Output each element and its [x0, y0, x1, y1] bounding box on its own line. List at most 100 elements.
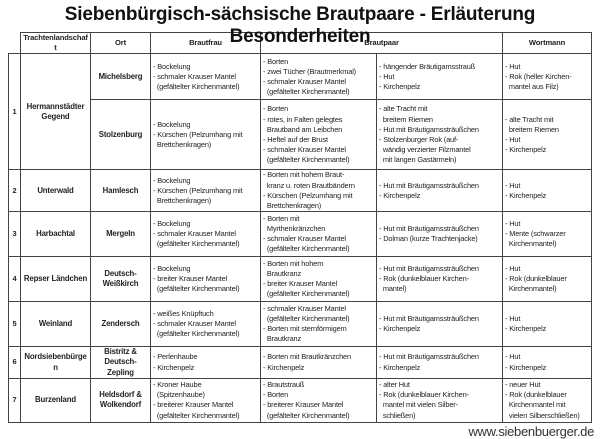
- list-item: - Hut: [505, 263, 521, 273]
- table-row: 4 Repser Ländchen Deutsch-Weißkirch - Bocke…: [8, 256, 592, 303]
- region-cell: Weinland: [20, 301, 91, 348]
- couple-cell-a: - Borten mit Myrthenkränzchen - schmaler …: [260, 211, 377, 258]
- place-cell: Hamlesch: [90, 169, 151, 213]
- list-item: breitem Riemen: [379, 114, 433, 124]
- couple-cell-a: - Borten mit Brautkränzchen - Kirchenpelz: [260, 346, 377, 379]
- list-item: - Kirchenpelz: [379, 324, 421, 334]
- list-item: - Borten mit sternförmigem: [263, 324, 347, 334]
- list-item: - Rok (dunkelblauer Kirchen-: [379, 390, 469, 400]
- list-item: - Perlenhaube: [153, 352, 198, 362]
- row-number: 3: [8, 211, 21, 258]
- table-row: 6 Nordsiebenbürgen Bistritz & Deutsch-Zepl…: [8, 346, 592, 379]
- table-row: 7 Burzenland Heldsdorf & Wolkendorf - Krone…: [8, 377, 592, 423]
- list-item: - Kirchenpelz: [153, 362, 195, 372]
- list-item: - Hut mit Bräutigamssträußchen: [379, 314, 479, 324]
- list-item: - Stolzenburger Rok (auf-: [379, 134, 459, 144]
- list-item: - schmaler Krauser Mantel: [153, 229, 236, 239]
- place-cell: Deutsch-Weißkirch: [90, 256, 151, 303]
- place-cell: Zendersch: [90, 301, 151, 348]
- list-item: kranz u. roten Brautbändern: [263, 180, 355, 190]
- row-number: 6: [8, 346, 21, 379]
- list-item: - schmaler Krauser Mantel: [153, 319, 236, 329]
- couple-cell-b: - hängender Bräutigamsstrauß - Hut - Kirch…: [376, 53, 503, 101]
- place-cell: Michelsberg: [90, 53, 151, 101]
- list-item: - Hut mit Bräutigamssträußchen: [379, 352, 479, 362]
- list-item: (gefältelter Kirchenmantel): [263, 244, 350, 254]
- list-item: - Rok (dunkelblauer: [505, 274, 567, 284]
- list-item: - Borten: [263, 104, 289, 114]
- list-item: (Spitzenhaube): [153, 390, 205, 400]
- couple-cell-b: - alte Tracht mit breitem Riemen - Hut mi…: [376, 99, 503, 171]
- row-number: 5: [8, 301, 21, 348]
- list-item: - Kirchenpelz: [505, 190, 547, 200]
- list-item: Brautband am Leibchen: [263, 124, 343, 134]
- list-item: - Dolman (kurze Trachtenjacke): [379, 234, 478, 244]
- list-item: - breiter Krauser Mantel: [153, 274, 228, 284]
- list-item: - alte Tracht mit: [379, 104, 428, 114]
- list-item: - Kirchenpelz: [505, 145, 547, 155]
- bride-cell: - Bockelung - breiter Krauser Mantel (gef…: [150, 256, 261, 303]
- header-couple: Brautpaar: [260, 31, 503, 55]
- list-item: - Hut: [505, 180, 521, 190]
- list-item: - Bockelung: [153, 175, 191, 185]
- page-title: Siebenbürgisch-sächsische Brautpaare - E…: [64, 4, 536, 47]
- list-item: - Borten mit Brautkränzchen: [263, 352, 351, 362]
- list-item: - Borten: [263, 390, 289, 400]
- list-item: mantel aus Filz): [505, 82, 559, 91]
- region-cell: Burzenland: [20, 377, 91, 423]
- list-item: - Borten: [263, 56, 289, 66]
- region-cell: Hermannstädter Gegend: [20, 53, 91, 171]
- list-item: - schmaler Krauser Mantel: [263, 303, 346, 313]
- list-item: - schmaler Krauser Mantel: [263, 234, 346, 244]
- watermark: www.siebenbuerger.de: [468, 423, 594, 439]
- list-item: (gefältelter Kirchenmantel): [263, 155, 350, 165]
- list-item: - Rok (heller Kirchen-: [505, 71, 572, 81]
- row-number: 4: [8, 256, 21, 303]
- list-item: - Bockelung: [153, 218, 191, 228]
- bride-cell: - Bockelung - schmaler Krauser Mantel (ge…: [150, 211, 261, 258]
- list-item: Brettchenkragen): [153, 195, 212, 205]
- list-item: - Kirchenpelz: [379, 82, 421, 91]
- list-item: schließen): [379, 410, 416, 420]
- list-item: - Hut mit Bräutigamssträußchen: [379, 263, 479, 273]
- list-item: - Mente (schwarzer: [505, 229, 566, 239]
- couple-cell-b: - alter Hut - Rok (dunkelblauer Kirchen- …: [376, 377, 503, 423]
- list-item: - Borten mit hohem Braut-: [263, 170, 345, 180]
- place-cell: Stolzenburg: [90, 99, 151, 171]
- list-item: (gefältelter Kirchenmantel): [263, 410, 350, 420]
- couple-cell-a: - schmaler Krauser Mantel (gefältelter K…: [260, 301, 377, 348]
- list-item: Brautkranz: [263, 269, 302, 279]
- list-item: mantel mit vielen Silber-: [379, 400, 458, 410]
- bridal-couples-table: Trachtenlandschaft Ort Brautfrau Brautpa…: [8, 31, 592, 423]
- list-item: - Hut: [505, 314, 521, 324]
- speaker-cell: - Hut - Rok (heller Kirchen- mantel aus F…: [502, 53, 592, 101]
- list-item: - Hut mit Bräutigamssträußchen: [379, 180, 479, 190]
- list-item: - Bockelung: [153, 61, 191, 71]
- row-number: 1: [8, 53, 21, 171]
- list-item: - breiter Krauser Mantel: [263, 279, 338, 289]
- list-item: - Kirchenpelz: [505, 362, 547, 372]
- row-number: 7: [8, 377, 21, 423]
- header-speaker: Wortmann: [502, 31, 592, 55]
- list-item: vielen Silberschließen): [505, 410, 580, 420]
- list-item: - Bockelung: [153, 119, 191, 129]
- speaker-cell: - neuer Hut - Rok (dunkelblauer Kirchenma…: [502, 377, 592, 423]
- region-cell: Nordsiebenbürgen: [20, 346, 91, 379]
- list-item: - Hut: [505, 352, 521, 362]
- list-item: - Kroner Haube: [153, 379, 202, 389]
- list-item: - zwei Tücher (Brautmerkmal): [263, 66, 356, 76]
- list-item: Brettchenkragen): [263, 201, 322, 211]
- list-item: - Kirchenpelz: [379, 362, 421, 372]
- list-item: - Hut: [505, 218, 521, 228]
- speaker-cell: - alte Tracht mit breitem Riemen - Hut - K…: [502, 99, 592, 171]
- list-item: - breiterer Krauser Mantel: [153, 400, 234, 410]
- couple-cell-a: - Borten mit hohem Brautkranz - breiter K…: [260, 256, 377, 303]
- list-item: - schmaler Krauser Mantel: [263, 76, 346, 86]
- couple-cell-b: - Hut mit Bräutigamssträußchen - Kirchenp…: [376, 169, 503, 213]
- list-item: - Rok (dunkelblauer: [505, 390, 567, 400]
- speaker-cell: - Hut - Kirchenpelz: [502, 169, 592, 213]
- list-item: - schmaler Krauser Mantel: [263, 145, 346, 155]
- couple-cell-b: - Hut mit Bräutigamssträußchen - Rok (dun…: [376, 256, 503, 303]
- list-item: (gefältelter Kirchenmantel): [263, 314, 350, 324]
- list-item: - breiterer Krauser Mantel: [263, 400, 344, 410]
